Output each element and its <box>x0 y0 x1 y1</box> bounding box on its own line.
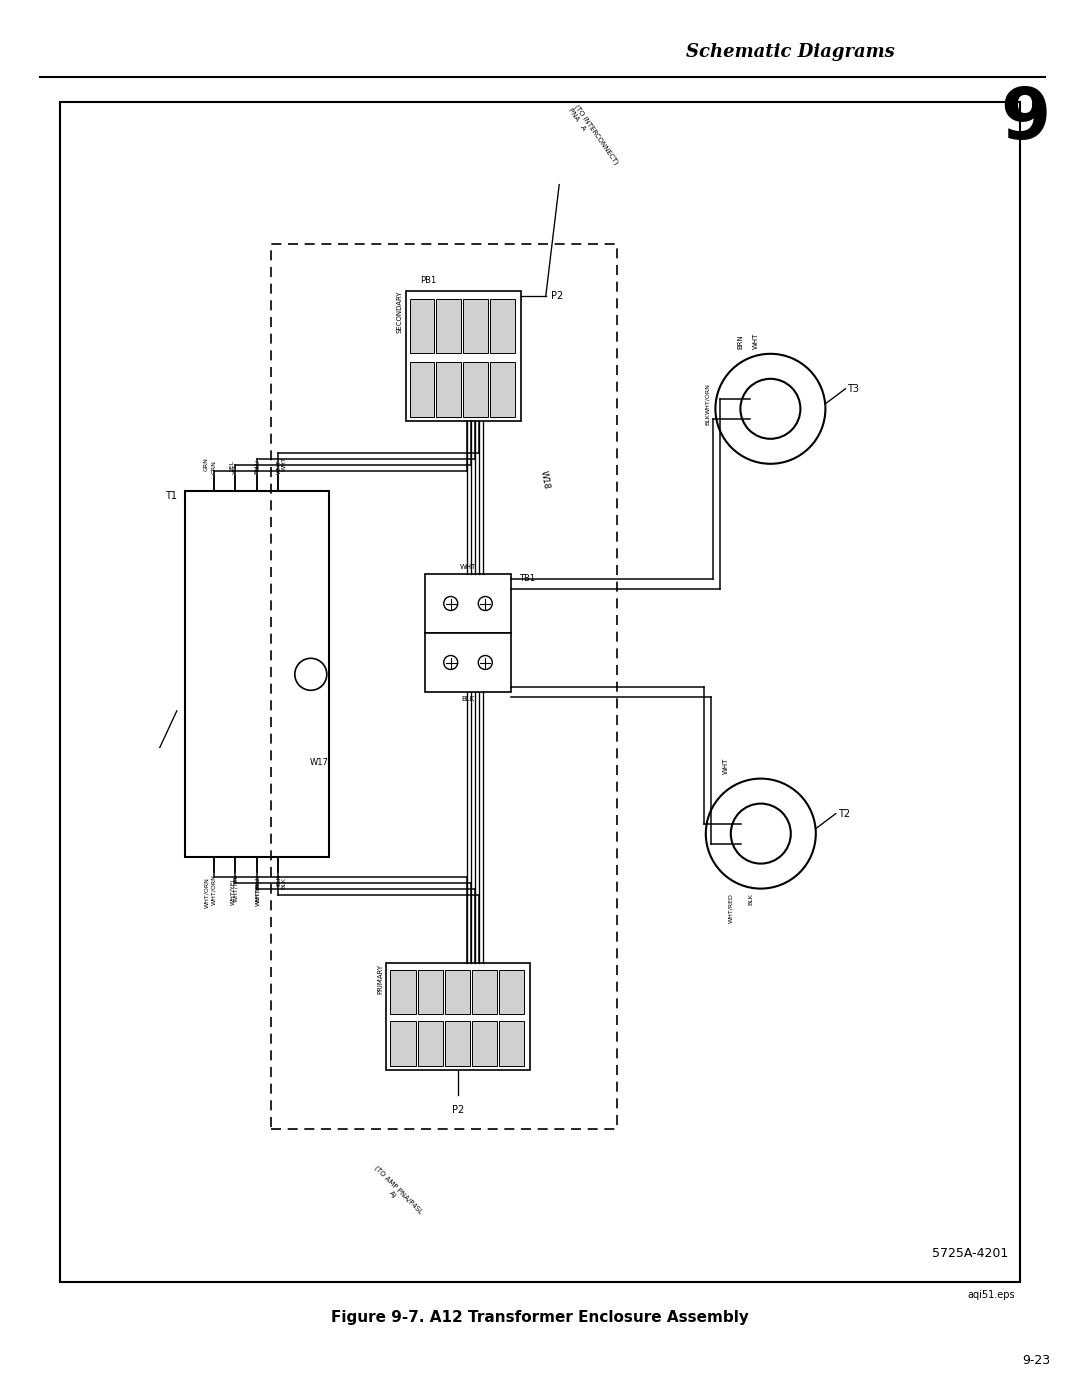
Text: BLK: BLK <box>276 875 282 886</box>
Bar <box>390 1021 416 1066</box>
Text: WHT/YEL: WHT/YEL <box>233 875 239 902</box>
Bar <box>60 102 1020 1282</box>
Text: YEL: YEL <box>230 460 234 471</box>
Text: W18: W18 <box>539 469 551 490</box>
Circle shape <box>715 353 825 464</box>
Text: BLK: BLK <box>461 696 474 703</box>
Text: (TO INTERCONNECT)
PNA   A: (TO INTERCONNECT) PNA A <box>567 103 619 169</box>
Circle shape <box>741 379 800 439</box>
Bar <box>499 970 525 1014</box>
Text: (TO AMP PNA/P4SL
A): (TO AMP PNA/P4SL A) <box>368 1164 424 1220</box>
Text: P2: P2 <box>551 291 563 300</box>
Text: GRN: GRN <box>212 461 217 475</box>
Text: T1: T1 <box>165 492 177 502</box>
Bar <box>436 362 461 416</box>
Text: WHT: WHT <box>282 457 286 471</box>
Text: WHT/ORN: WHT/ORN <box>212 875 217 905</box>
Text: Figure 9-7. A12 Transformer Enclosure Assembly: Figure 9-7. A12 Transformer Enclosure As… <box>332 1310 748 1324</box>
Bar <box>424 574 511 633</box>
Bar <box>418 970 443 1014</box>
Bar <box>445 970 470 1014</box>
Text: BLU: BLU <box>255 462 260 475</box>
Text: BLK: BLK <box>705 414 711 425</box>
Text: BLK: BLK <box>748 894 754 905</box>
Text: WHT: WHT <box>276 460 282 475</box>
Circle shape <box>295 658 327 690</box>
Text: aqi51.eps: aqi51.eps <box>968 1289 1015 1301</box>
Bar <box>436 299 461 353</box>
Bar <box>271 243 617 1129</box>
Bar <box>387 964 530 1070</box>
Bar <box>390 970 416 1014</box>
Bar <box>472 970 497 1014</box>
Text: BLU: BLU <box>256 460 260 471</box>
Text: WHT/BLU: WHT/BLU <box>256 877 260 907</box>
Text: GRN: GRN <box>204 458 208 471</box>
Bar <box>185 492 328 858</box>
Text: T3: T3 <box>848 384 860 394</box>
Bar <box>472 1021 497 1066</box>
Text: SECONDARY: SECONDARY <box>396 291 403 334</box>
Bar <box>499 1021 525 1066</box>
Text: WHT/YEL: WHT/YEL <box>230 877 234 905</box>
Text: PRIMARY: PRIMARY <box>377 964 383 993</box>
Bar <box>490 299 515 353</box>
Bar <box>406 291 521 420</box>
Circle shape <box>444 655 458 669</box>
Text: PB1: PB1 <box>420 275 436 285</box>
Bar <box>490 362 515 416</box>
Text: 9: 9 <box>1000 85 1050 154</box>
Bar <box>409 299 434 353</box>
Text: WHT: WHT <box>753 332 758 349</box>
Text: TB1: TB1 <box>519 574 536 583</box>
Circle shape <box>706 778 815 888</box>
Circle shape <box>478 597 492 610</box>
Text: 5725A-4201: 5725A-4201 <box>932 1248 1008 1260</box>
Text: BLK: BLK <box>282 877 286 888</box>
Text: YEL: YEL <box>233 464 239 475</box>
Bar <box>424 633 511 692</box>
Circle shape <box>444 597 458 610</box>
Bar <box>445 1021 470 1066</box>
Text: 9-23: 9-23 <box>1022 1354 1050 1368</box>
Bar <box>463 299 488 353</box>
Text: BRN: BRN <box>738 334 743 349</box>
Circle shape <box>478 655 492 669</box>
Bar <box>409 362 434 416</box>
Text: WHT: WHT <box>460 564 476 570</box>
Bar <box>463 362 488 416</box>
Text: WHT/RED: WHT/RED <box>728 894 733 923</box>
Bar <box>418 1021 443 1066</box>
Text: WHT: WHT <box>723 757 729 774</box>
Circle shape <box>731 803 791 863</box>
Text: WHT/ORN: WHT/ORN <box>705 383 711 415</box>
Text: T2: T2 <box>838 809 850 819</box>
Text: WHT/BLU: WHT/BLU <box>255 875 260 902</box>
Text: P2: P2 <box>453 1105 464 1115</box>
Text: WHT/ORN: WHT/ORN <box>204 877 208 908</box>
Text: W17: W17 <box>310 759 328 767</box>
Text: Schematic Diagrams: Schematic Diagrams <box>686 43 895 61</box>
